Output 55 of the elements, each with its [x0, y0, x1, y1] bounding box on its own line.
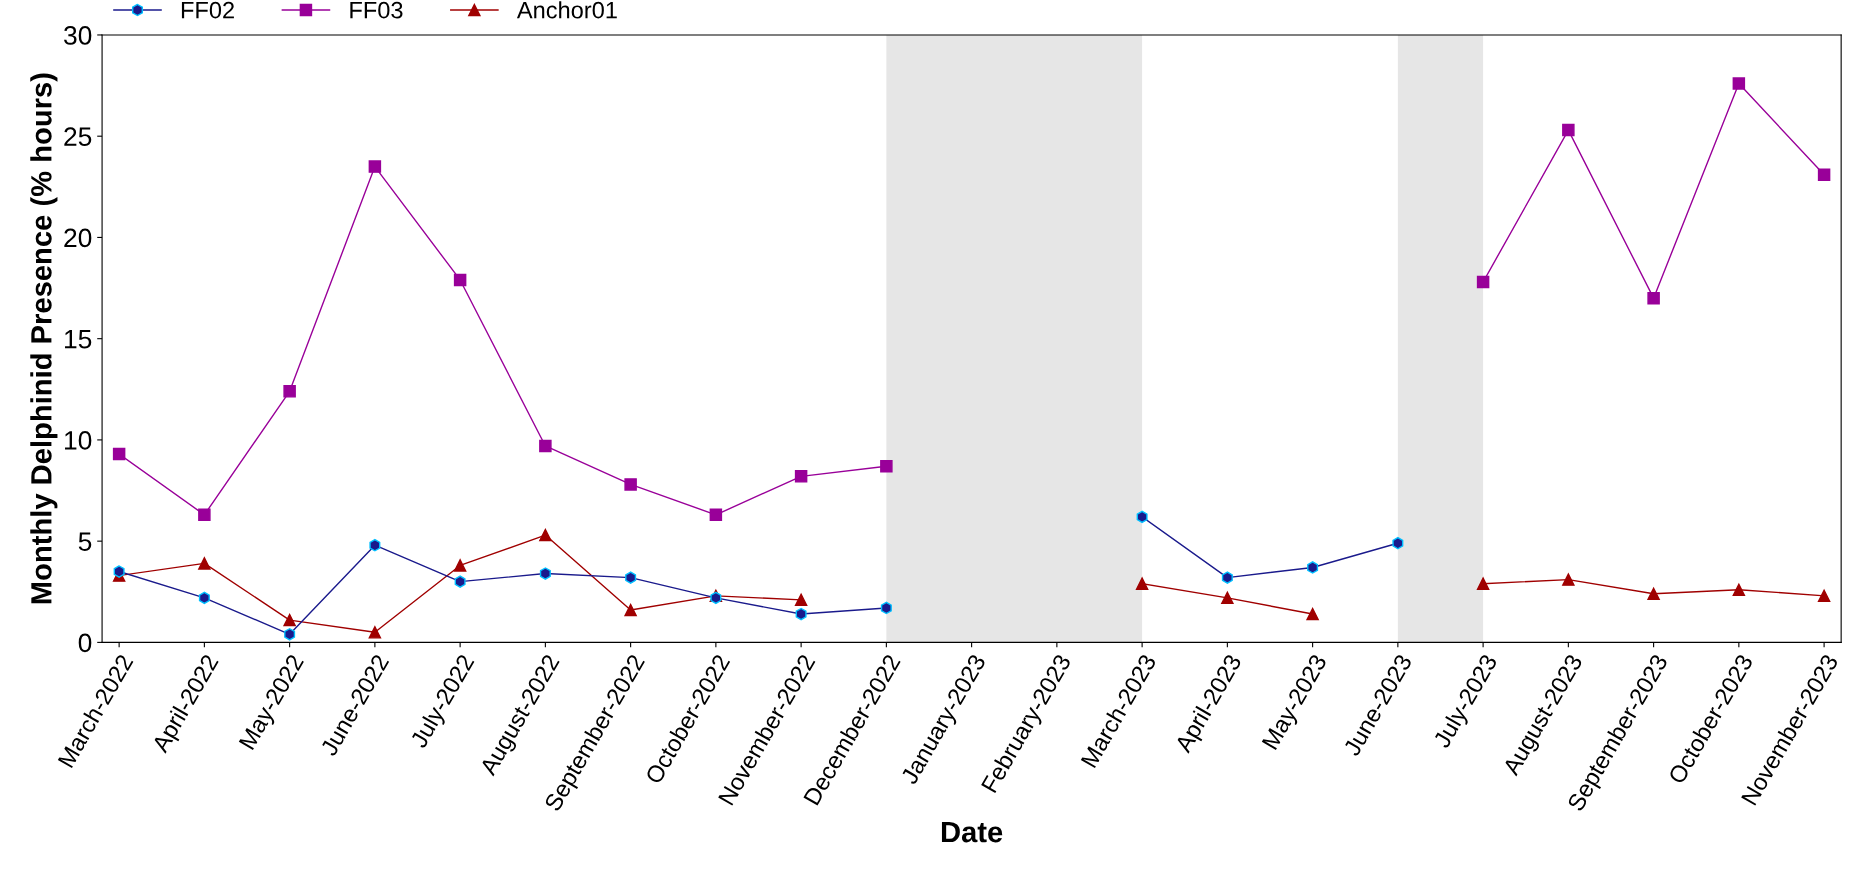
point: [1306, 607, 1319, 621]
point: [794, 470, 808, 483]
y-tick-label: 20: [64, 228, 92, 248]
point: [880, 459, 893, 473]
point: [1732, 77, 1746, 90]
point: [112, 447, 126, 461]
point: [1476, 577, 1490, 590]
y-tick-label: 10: [65, 431, 92, 450]
point: [198, 591, 210, 605]
point: [1732, 583, 1746, 596]
point: [284, 628, 296, 641]
point: [198, 557, 211, 570]
point: [453, 273, 467, 287]
point: [1476, 275, 1490, 289]
point: [1307, 561, 1319, 574]
point: [454, 575, 466, 588]
point: [1647, 587, 1660, 601]
point: [198, 508, 211, 522]
point: [283, 385, 296, 398]
point: [368, 160, 382, 173]
point: [539, 528, 552, 542]
point: [368, 626, 382, 639]
y-tick-label: 30: [64, 26, 92, 45]
point: [624, 603, 637, 617]
point: [1136, 510, 1148, 524]
x-axis-title: Date: [941, 822, 1003, 843]
legend-label: Anchor01: [516, 1, 617, 19]
point: [283, 613, 296, 627]
point: [1221, 571, 1233, 584]
point: [1647, 291, 1660, 305]
y-tick-label: 25: [64, 127, 92, 147]
point: [369, 538, 381, 552]
point: [113, 565, 125, 578]
point: [1817, 168, 1831, 181]
point: [1135, 577, 1149, 590]
point: [539, 567, 551, 580]
point: [880, 601, 892, 615]
point: [795, 607, 807, 621]
point: [709, 508, 723, 522]
point: [625, 571, 637, 584]
legend-label: FF02: [181, 1, 234, 19]
point: [1562, 573, 1575, 586]
point: [1221, 591, 1234, 605]
y-tick-label: 0: [78, 633, 92, 653]
point: [624, 478, 637, 491]
y-axis-title: Monthly Delphinid Presence (% hours): [30, 73, 58, 604]
legend-label: FF03: [350, 1, 403, 19]
point: [794, 593, 808, 607]
point: [1817, 589, 1831, 603]
y-tick-label: 15: [65, 330, 92, 349]
point: [539, 439, 552, 453]
point: [453, 559, 467, 572]
point: [1392, 536, 1404, 550]
point: [1562, 123, 1575, 137]
y-tick-label: 5: [78, 532, 92, 551]
